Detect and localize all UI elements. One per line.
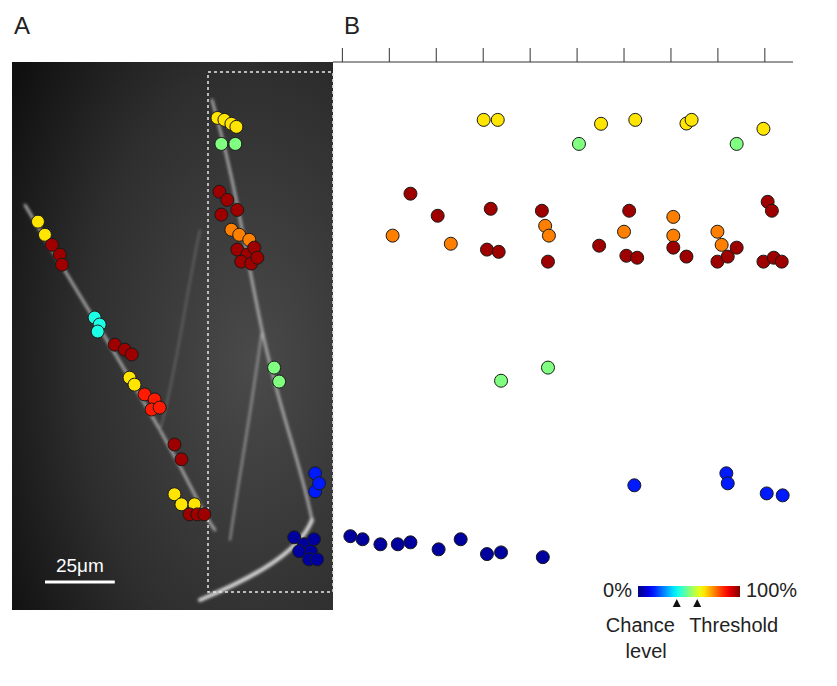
- svg-text:25μm: 25μm: [56, 555, 104, 576]
- svg-text:A: A: [14, 12, 30, 39]
- svg-text:100%: 100%: [746, 579, 797, 601]
- svg-text:Chancelevel: Chancelevel: [606, 614, 675, 662]
- svg-text:B: B: [344, 12, 360, 39]
- svg-text:0%: 0%: [603, 579, 632, 601]
- svg-text:Threshold: Threshold: [689, 614, 778, 636]
